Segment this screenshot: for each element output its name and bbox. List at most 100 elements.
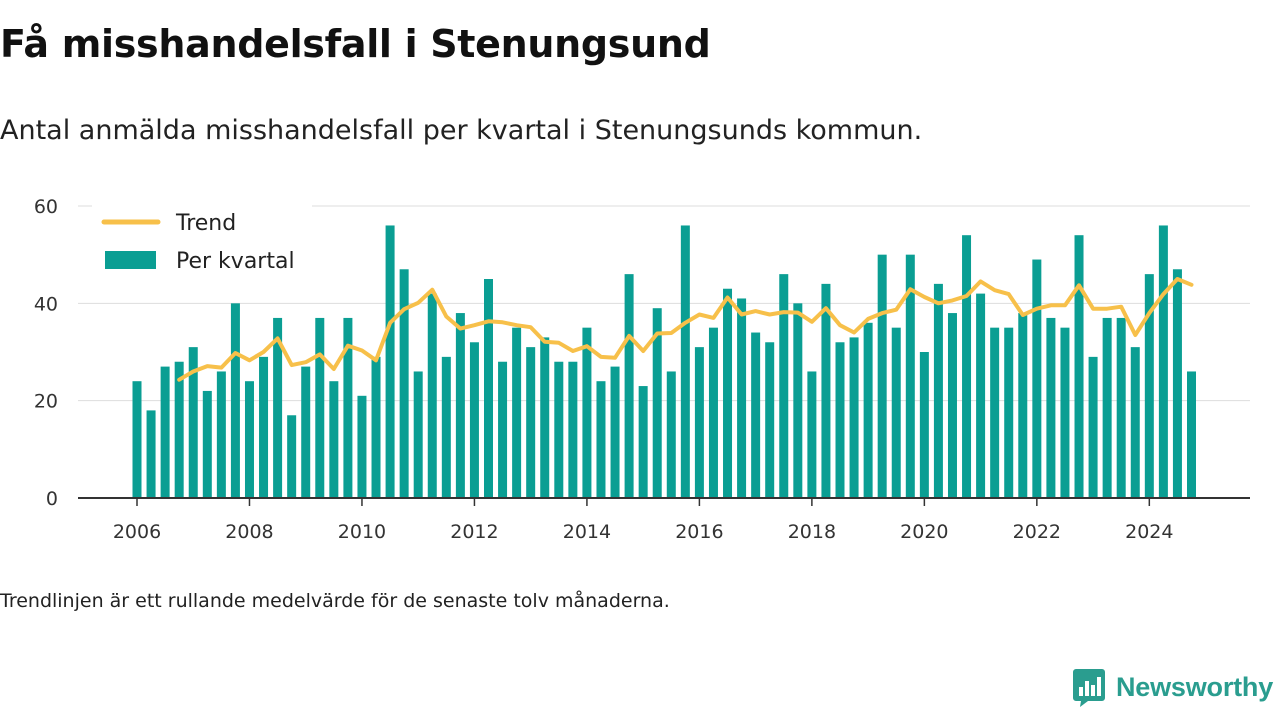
- bar: [455, 313, 465, 498]
- x-tick-label: 2012: [450, 521, 498, 543]
- legend-label-per-kvartal: Per kvartal: [176, 249, 295, 274]
- bar: [526, 347, 536, 498]
- bar: [160, 366, 170, 498]
- bar: [919, 352, 929, 498]
- bar: [329, 381, 339, 498]
- bar: [1018, 313, 1028, 498]
- chart-title: Få misshandelsfall i Stenungsund: [0, 22, 711, 66]
- y-tick-label: 0: [46, 488, 58, 510]
- trend-line: [177, 277, 1194, 382]
- bar: [315, 317, 325, 498]
- bar: [1130, 347, 1140, 498]
- bar: [1116, 317, 1126, 498]
- bar: [947, 313, 957, 498]
- x-tick-label: 2014: [563, 521, 611, 543]
- x-tick-label: 2008: [225, 521, 273, 543]
- bar: [244, 381, 254, 498]
- x-tick-label: 2022: [1013, 521, 1061, 543]
- x-tick-label: 2016: [675, 521, 723, 543]
- legend-background: [92, 200, 312, 286]
- bar: [694, 347, 704, 498]
- bar: [1032, 259, 1042, 498]
- bar: [343, 317, 353, 498]
- bar: [1187, 371, 1196, 498]
- bar: [385, 225, 395, 498]
- footnote: Trendlinjen är ett rullande medelvärde f…: [0, 590, 670, 612]
- bar: [287, 415, 297, 498]
- bar: [891, 327, 901, 498]
- y-tick-label: 40: [34, 293, 58, 315]
- bar: [554, 361, 564, 498]
- bar: [259, 356, 269, 498]
- bar: [990, 327, 1000, 498]
- bar: [1144, 274, 1154, 498]
- bar: [357, 395, 367, 498]
- bar: [512, 327, 522, 498]
- trend-series: [177, 277, 1194, 382]
- bar: [708, 327, 718, 498]
- bar: [427, 293, 437, 498]
- bar: [146, 410, 156, 498]
- bar: [905, 254, 915, 498]
- bar: [1074, 235, 1084, 498]
- y-tick-label: 20: [34, 391, 58, 413]
- bar: [1004, 327, 1014, 498]
- bar: [849, 337, 859, 498]
- bar: [807, 371, 817, 498]
- bar: [765, 342, 775, 498]
- bar: [737, 298, 747, 498]
- x-tick-label: 2010: [338, 521, 386, 543]
- bar: [976, 293, 986, 498]
- bar: [835, 342, 845, 498]
- bar: [1046, 317, 1056, 498]
- legend-swatch-per-kvartal: [105, 251, 156, 269]
- bar: [751, 332, 761, 498]
- bar: [498, 361, 508, 498]
- bar: [666, 371, 676, 498]
- x-tick-label: 2006: [113, 521, 161, 543]
- bar: [582, 327, 592, 498]
- x-tick-label: 2020: [900, 521, 948, 543]
- bar: [1158, 225, 1168, 498]
- x-axis-ticks: 2006 2008 2010 2012 2014 2016 2018 2020 2022 2024: [113, 498, 1173, 543]
- bar: [1060, 327, 1070, 498]
- bar: [188, 347, 198, 498]
- bar: [821, 283, 831, 498]
- bar: [723, 288, 733, 498]
- x-tick-label: 2024: [1125, 521, 1173, 543]
- bar: [399, 269, 409, 498]
- bar: [371, 356, 381, 498]
- brand-name: Newsworthy: [1116, 671, 1274, 702]
- bar: [540, 337, 550, 498]
- bar: [877, 254, 887, 498]
- bar: [680, 225, 690, 498]
- bar: [202, 390, 212, 498]
- bar: [652, 308, 662, 498]
- bar: [596, 381, 606, 498]
- chart-subtitle: Antal anmälda misshandelsfall per kvarta…: [0, 115, 923, 146]
- bar: [793, 303, 803, 498]
- bar: [469, 342, 479, 498]
- bar: [779, 274, 789, 498]
- bar: [216, 371, 226, 498]
- newsworthy-logo-icon: [1073, 669, 1105, 707]
- bar: [174, 361, 184, 498]
- bar: [610, 366, 620, 498]
- legend: Trend Per kvartal: [92, 200, 312, 286]
- bar: [132, 381, 142, 498]
- brand-logo: Newsworthy: [1072, 666, 1273, 708]
- bar: [1102, 317, 1112, 498]
- bar: [413, 371, 423, 498]
- bar: [962, 235, 972, 498]
- bar: [273, 317, 283, 498]
- bar-series: [132, 225, 1196, 498]
- bar: [568, 361, 578, 498]
- chart-canvas: 0 20 40 60 2006 2008 2010 2012 2014 2016 2018 2020…: [34, 196, 1250, 543]
- x-tick-label: 2018: [788, 521, 836, 543]
- y-tick-label: 60: [34, 196, 58, 218]
- bar: [1088, 356, 1098, 498]
- y-axis-tick-labels: 0 20 40 60: [34, 196, 58, 510]
- bar: [638, 386, 648, 498]
- bar: [863, 322, 873, 498]
- bar: [1172, 269, 1182, 498]
